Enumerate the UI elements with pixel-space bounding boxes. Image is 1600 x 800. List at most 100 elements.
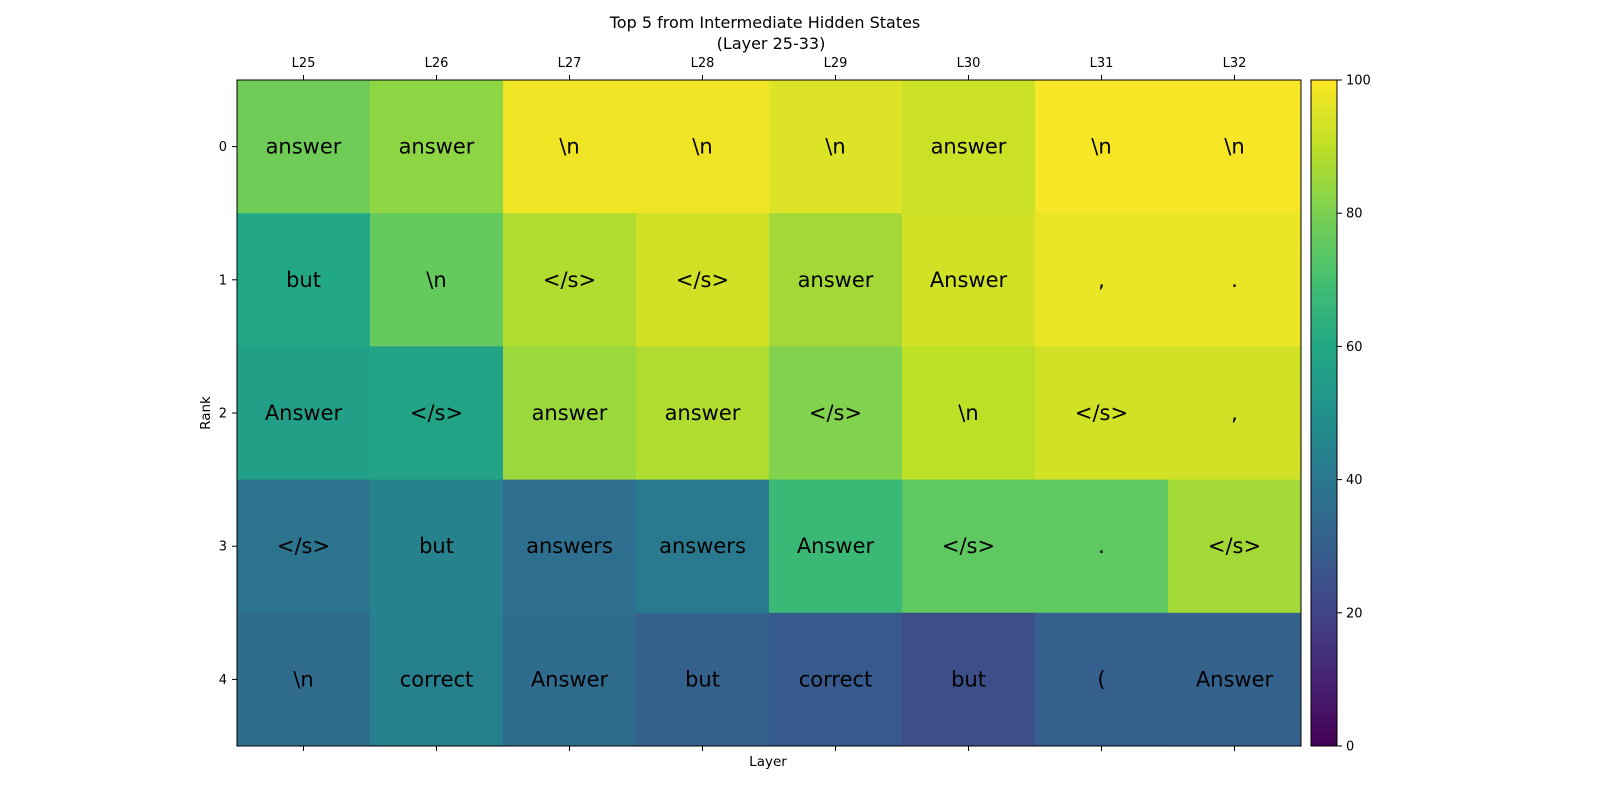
heatmap-cell [902, 479, 1036, 614]
cell-token-label: correct [799, 667, 873, 691]
heatmap-cell [902, 80, 1036, 214]
cell-token-label: answer [798, 268, 874, 292]
colorbar-tick-label: 20 [1346, 606, 1363, 621]
x-axis-label: Layer [749, 754, 787, 770]
cell-token-label: </s> [1208, 534, 1261, 558]
y-tick-label: 4 [219, 673, 227, 688]
y-tick-label: 2 [219, 407, 227, 422]
heatmap-cell [237, 346, 371, 481]
heatmap-cell [370, 80, 504, 214]
heatmap-cells [237, 80, 1302, 747]
colorbar-tick-label: 0 [1346, 740, 1354, 755]
heatmap-cell [902, 213, 1036, 347]
heatmap-cell [769, 80, 903, 214]
cell-token-label: </s> [277, 534, 330, 558]
cell-token-label: Answer [797, 534, 875, 558]
colorbar [1310, 79, 1338, 747]
heatmap-cell [503, 612, 637, 747]
heatmap-cell [769, 213, 903, 347]
cell-token-label: . [1231, 268, 1238, 292]
cell-token-label: Answer [531, 667, 609, 691]
heatmap-cell [237, 612, 371, 747]
colorbar-ticks: 0 20 40 60 80 100 [1337, 74, 1371, 755]
heatmap-cell [636, 479, 770, 614]
x-tick-label: L26 [425, 56, 449, 71]
cell-token-label: \n [426, 268, 446, 292]
cell-token-label: answer [532, 401, 608, 425]
cell-token-label: Answer [265, 401, 343, 425]
chart-title-line-1: Top 5 from Intermediate Hidden States [609, 13, 921, 32]
cell-token-label: </s> [543, 268, 596, 292]
y-tick-label: 3 [219, 540, 227, 555]
cell-token-label: correct [400, 667, 474, 691]
cell-token-label: but [286, 268, 321, 292]
heatmap-cell [636, 612, 770, 747]
heatmap-cell [237, 479, 371, 614]
heatmap-cell-labels: answer answer \n \n \n answer \n \n but \n </s> </s… [265, 135, 1274, 692]
cell-token-label: answers [526, 534, 613, 558]
cell-token-label: </s> [676, 268, 729, 292]
heatmap-cell [1035, 612, 1169, 747]
heatmap-cell [1168, 346, 1302, 481]
y-tick-label: 0 [219, 140, 227, 155]
cell-token-label: </s> [1075, 401, 1128, 425]
cell-token-label: </s> [809, 401, 862, 425]
heatmap-cell [237, 80, 371, 214]
cell-token-label: but [419, 534, 454, 558]
heatmap-cell [503, 80, 637, 214]
cell-token-label: . [1098, 534, 1105, 558]
y-axis-label: Rank [198, 396, 214, 430]
heatmap-cell [769, 479, 903, 614]
cell-token-label: \n [293, 667, 313, 691]
colorbar-tick-label: 40 [1346, 473, 1363, 488]
heatmap-cell [1035, 346, 1169, 481]
heatmap-cell [370, 346, 504, 481]
colorbar-tick-label: 60 [1346, 340, 1363, 355]
cell-token-label: , [1231, 401, 1238, 425]
heatmap-cell [902, 612, 1036, 747]
heatmap-cell [237, 213, 371, 347]
cell-token-label: \n [825, 135, 845, 159]
cell-token-label: </s> [410, 401, 463, 425]
heatmap-cell [1168, 479, 1302, 614]
colorbar-tick-label: 100 [1346, 74, 1371, 89]
y-tick-label: 1 [219, 273, 227, 288]
heatmap-cell [503, 346, 637, 481]
colorbar-tick-label: 80 [1346, 207, 1363, 222]
cell-token-label: \n [958, 401, 978, 425]
heatmap-cell [503, 479, 637, 614]
cell-token-label: \n [1091, 135, 1111, 159]
cell-token-label: Answer [1196, 667, 1274, 691]
heatmap-cell [1035, 479, 1169, 614]
cell-token-label: ( [1097, 667, 1105, 691]
cell-token-label: answer [399, 135, 475, 159]
x-axis-ticks: L25 L26 L27 L28 L29 L30 L31 L32 [292, 56, 1246, 751]
heatmap-cell [1168, 213, 1302, 347]
heatmap-cell [503, 213, 637, 347]
cell-token-label: but [685, 667, 720, 691]
x-tick-label: L28 [691, 56, 715, 71]
cell-token-label: answer [931, 135, 1007, 159]
heatmap-cell [1035, 80, 1169, 214]
cell-token-label: answers [659, 534, 746, 558]
heatmap-cell [902, 346, 1036, 481]
x-tick-label: L31 [1090, 56, 1114, 71]
heatmap-cell [636, 80, 770, 214]
heatmap-cell [1168, 80, 1302, 214]
x-tick-label: L25 [292, 56, 316, 71]
cell-token-label: , [1098, 268, 1105, 292]
cell-token-label: \n [692, 135, 712, 159]
y-axis-ticks: 0 1 2 3 4 [219, 140, 237, 688]
heatmap-cell [370, 612, 504, 747]
heatmap-cell [636, 213, 770, 347]
x-tick-label: L29 [824, 56, 848, 71]
heatmap-cell [636, 346, 770, 481]
cell-token-label: </s> [942, 534, 995, 558]
heatmap-cell [370, 479, 504, 614]
cell-token-label: Answer [930, 268, 1008, 292]
cell-token-label: answer [665, 401, 741, 425]
heatmap-cell [769, 612, 903, 747]
cell-token-label: \n [559, 135, 579, 159]
cell-token-label: but [951, 667, 986, 691]
